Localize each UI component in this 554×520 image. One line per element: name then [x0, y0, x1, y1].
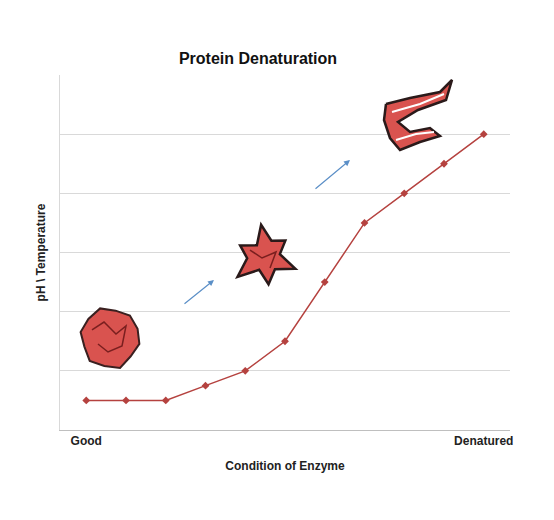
svg-text:Good: Good	[71, 434, 102, 448]
svg-text:Protein Denaturation: Protein Denaturation	[179, 50, 337, 67]
svg-text:pH \ Temperature: pH \ Temperature	[34, 203, 48, 301]
svg-text:Denatured: Denatured	[454, 434, 513, 448]
svg-text:Condition of Enzyme: Condition of Enzyme	[225, 459, 345, 473]
